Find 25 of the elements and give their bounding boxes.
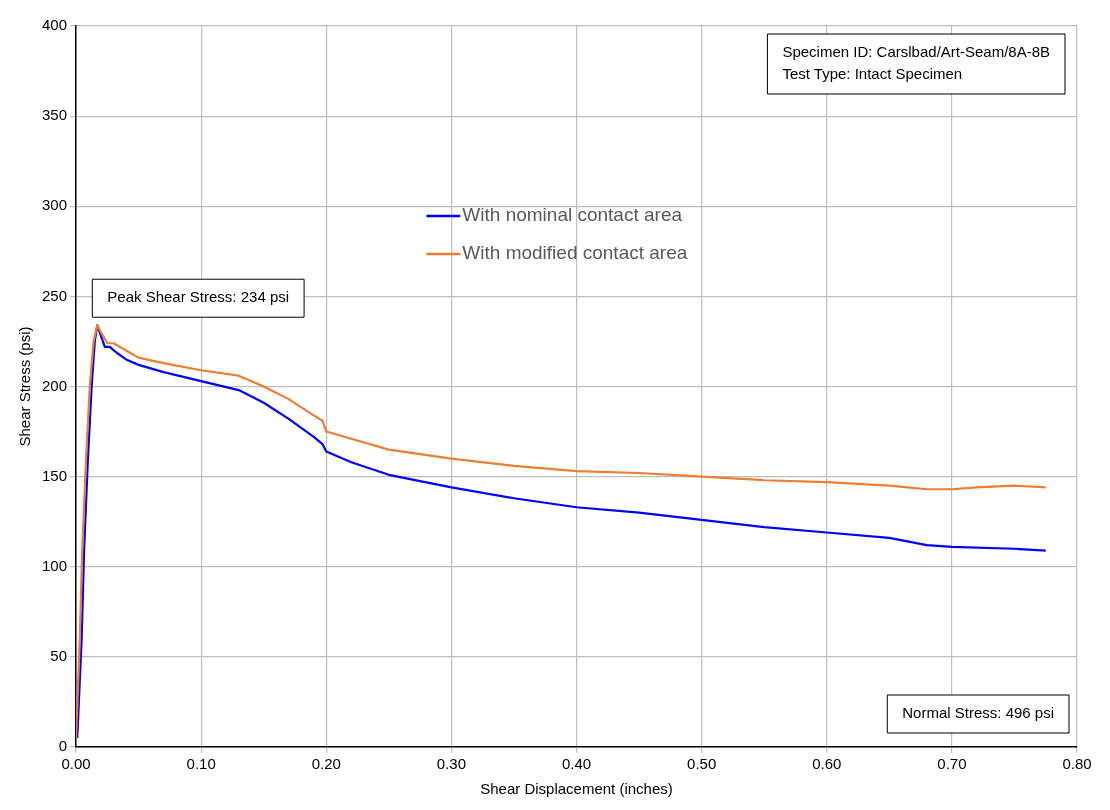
x-tick-label: 0.60: [812, 755, 842, 773]
x-tick-label: 0.10: [186, 755, 216, 773]
x-tick-label: 0.00: [61, 755, 91, 773]
x-tick-label: 0.30: [436, 755, 466, 773]
x-tick-label: 0.70: [937, 755, 967, 773]
y-tick-label: 250: [42, 286, 68, 304]
x-tick-label: 0.20: [311, 755, 341, 773]
annotation: Normal Stress: 496 psi: [902, 704, 1055, 722]
y-tick-label: 300: [42, 196, 68, 214]
legend-label: With modified contact area: [462, 242, 688, 264]
legend-label: With nominal contact area: [462, 204, 683, 226]
x-tick-label: 0.40: [561, 755, 592, 773]
annotation: Specimen ID: Carslbad/Art-Seam/8A-8B Test Type: Intact Specimen: [782, 43, 1050, 83]
annotation: Peak Shear Stress: 234 psi: [107, 288, 290, 306]
y-tick-label: 0: [58, 737, 68, 755]
x-axis-title: Shear Displacement (inches): [480, 780, 673, 798]
y-axis-title: Shear Stress (psi): [16, 326, 34, 447]
x-tick-label: 0.80: [1062, 755, 1092, 773]
x-tick-label: 0.50: [687, 755, 717, 773]
y-tick-label: 100: [42, 556, 68, 574]
y-tick-label: 150: [42, 466, 68, 484]
y-tick-label: 50: [50, 647, 68, 665]
y-tick-label: 350: [42, 106, 68, 124]
y-tick-label: 400: [42, 16, 68, 34]
y-tick-label: 200: [42, 376, 68, 394]
